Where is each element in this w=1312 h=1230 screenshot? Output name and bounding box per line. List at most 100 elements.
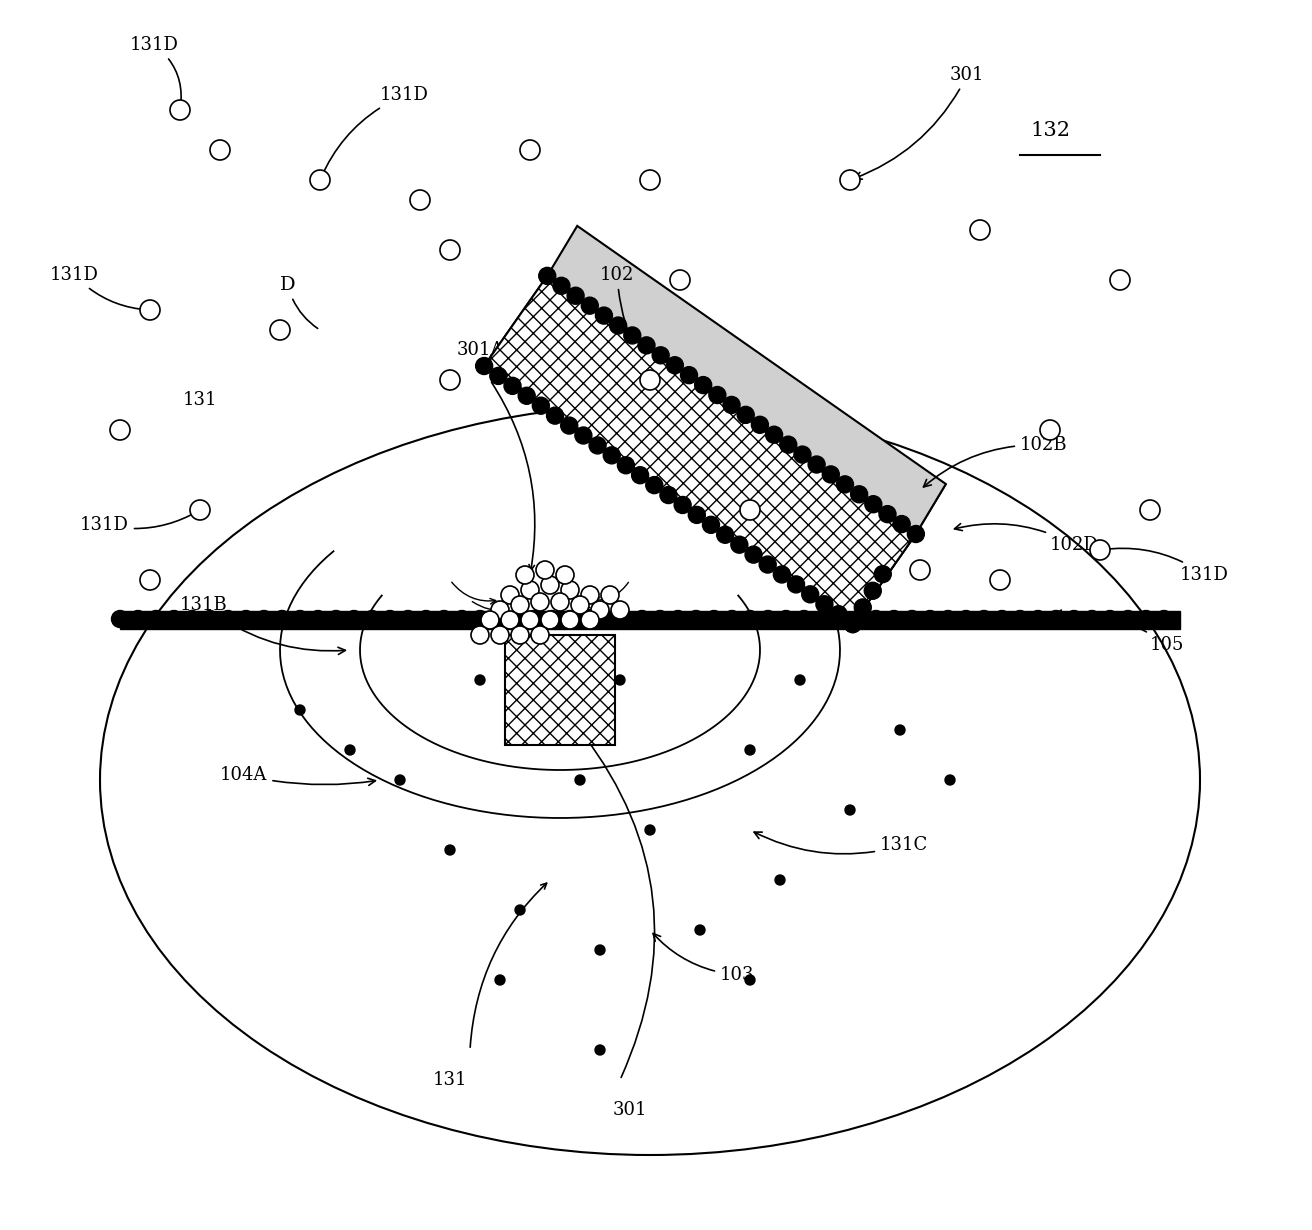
Circle shape	[666, 357, 684, 374]
Circle shape	[844, 615, 861, 632]
Circle shape	[537, 561, 554, 579]
Circle shape	[440, 370, 461, 390]
Text: 104A: 104A	[220, 766, 375, 786]
Circle shape	[202, 610, 219, 627]
Text: 102B: 102B	[924, 435, 1068, 487]
Bar	[505, 635, 615, 745]
Circle shape	[520, 140, 541, 160]
Circle shape	[1090, 540, 1110, 560]
Circle shape	[640, 370, 660, 390]
Circle shape	[652, 347, 669, 364]
Circle shape	[596, 1046, 605, 1055]
Circle shape	[560, 417, 577, 434]
Circle shape	[291, 610, 308, 627]
Circle shape	[623, 327, 640, 344]
Circle shape	[526, 610, 542, 627]
Text: 131D: 131D	[80, 512, 198, 534]
Circle shape	[638, 337, 655, 354]
Circle shape	[345, 745, 356, 755]
Circle shape	[854, 599, 871, 616]
Polygon shape	[853, 483, 946, 624]
Circle shape	[813, 610, 830, 627]
Circle shape	[543, 610, 560, 627]
Circle shape	[575, 427, 592, 444]
Circle shape	[556, 566, 573, 584]
Circle shape	[471, 610, 488, 627]
Circle shape	[911, 560, 930, 581]
Circle shape	[631, 466, 648, 483]
Circle shape	[552, 277, 569, 294]
Circle shape	[295, 705, 304, 715]
Circle shape	[737, 406, 754, 423]
Circle shape	[547, 407, 564, 424]
Circle shape	[551, 593, 569, 611]
Circle shape	[521, 581, 539, 599]
Circle shape	[660, 487, 677, 503]
Polygon shape	[484, 276, 916, 624]
Circle shape	[1140, 501, 1160, 520]
Circle shape	[773, 566, 790, 583]
Circle shape	[516, 566, 534, 584]
Circle shape	[1156, 610, 1173, 627]
Circle shape	[471, 626, 489, 645]
Circle shape	[147, 610, 164, 627]
Circle shape	[904, 610, 921, 627]
Circle shape	[604, 446, 621, 464]
Circle shape	[1110, 271, 1130, 290]
Text: 131C: 131C	[754, 833, 929, 854]
Circle shape	[775, 875, 785, 886]
Circle shape	[760, 556, 777, 573]
Circle shape	[130, 610, 147, 627]
Circle shape	[731, 536, 748, 554]
Circle shape	[689, 507, 706, 524]
Circle shape	[165, 610, 182, 627]
Circle shape	[328, 610, 345, 627]
Circle shape	[694, 376, 711, 394]
Circle shape	[611, 601, 628, 619]
Circle shape	[669, 610, 686, 627]
Circle shape	[110, 419, 130, 440]
Circle shape	[886, 610, 903, 627]
Circle shape	[1065, 610, 1082, 627]
Circle shape	[681, 367, 698, 384]
Circle shape	[501, 611, 520, 629]
Circle shape	[674, 497, 691, 513]
Circle shape	[539, 267, 556, 284]
Circle shape	[273, 610, 290, 627]
Circle shape	[210, 140, 230, 160]
Circle shape	[1102, 610, 1119, 627]
Circle shape	[832, 610, 849, 627]
Circle shape	[581, 611, 600, 629]
Circle shape	[531, 593, 548, 611]
Circle shape	[778, 610, 795, 627]
Circle shape	[237, 610, 255, 627]
Circle shape	[615, 675, 625, 685]
Circle shape	[518, 387, 535, 405]
Circle shape	[140, 569, 160, 590]
Circle shape	[270, 320, 290, 339]
Circle shape	[745, 975, 754, 985]
Circle shape	[802, 585, 819, 603]
Circle shape	[945, 775, 955, 785]
Circle shape	[601, 585, 619, 604]
Circle shape	[766, 427, 782, 443]
Circle shape	[562, 610, 579, 627]
Text: D: D	[279, 276, 318, 328]
Circle shape	[256, 610, 273, 627]
Circle shape	[508, 610, 525, 627]
Circle shape	[844, 615, 861, 632]
Circle shape	[921, 610, 938, 627]
Circle shape	[794, 446, 811, 462]
Circle shape	[504, 378, 521, 395]
Circle shape	[531, 626, 548, 645]
Circle shape	[581, 298, 598, 314]
Circle shape	[516, 905, 525, 915]
Circle shape	[541, 611, 559, 629]
Circle shape	[533, 397, 550, 415]
Circle shape	[567, 288, 584, 304]
Circle shape	[640, 170, 660, 189]
Circle shape	[596, 308, 613, 323]
Circle shape	[363, 610, 380, 627]
Circle shape	[879, 506, 896, 523]
Circle shape	[716, 526, 733, 544]
